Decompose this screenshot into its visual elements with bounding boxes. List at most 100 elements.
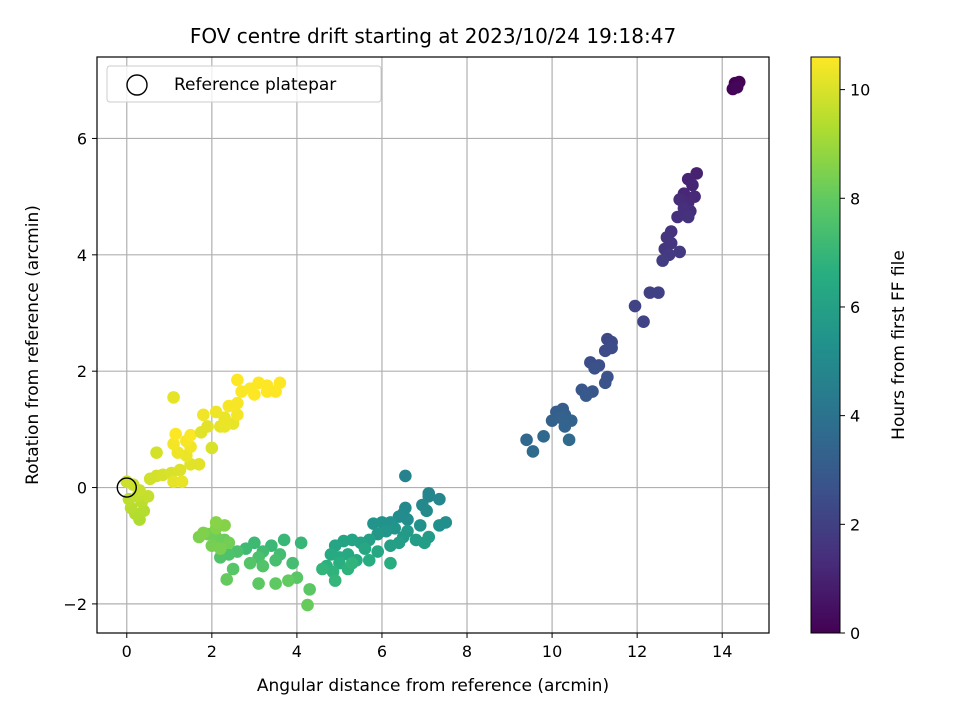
data-point bbox=[150, 446, 163, 459]
data-point bbox=[205, 441, 219, 455]
grid bbox=[97, 57, 769, 633]
data-point bbox=[286, 556, 299, 570]
data-point bbox=[273, 376, 287, 390]
data-point bbox=[520, 433, 533, 447]
data-point bbox=[184, 428, 197, 442]
data-point bbox=[358, 542, 372, 555]
data-points bbox=[120, 75, 746, 612]
data-point bbox=[328, 574, 342, 587]
data-point bbox=[673, 245, 686, 259]
data-point bbox=[562, 433, 576, 447]
x-tick-label: 12 bbox=[627, 642, 647, 661]
data-point bbox=[303, 583, 316, 596]
data-point bbox=[628, 299, 642, 313]
y-tick-label: −2 bbox=[63, 595, 87, 614]
data-point bbox=[652, 286, 665, 299]
colorbar-tick-label: 0 bbox=[850, 624, 860, 643]
data-point bbox=[433, 519, 446, 532]
data-point bbox=[256, 559, 270, 573]
data-point bbox=[384, 556, 397, 570]
data-point bbox=[231, 373, 244, 387]
data-point bbox=[167, 437, 180, 451]
x-axis-label: Angular distance from reference (arcmin) bbox=[257, 676, 609, 696]
data-point bbox=[201, 420, 214, 433]
data-point bbox=[316, 562, 329, 576]
legend: Reference platepar bbox=[106, 65, 382, 103]
data-point bbox=[418, 536, 431, 550]
data-point bbox=[558, 420, 572, 433]
data-point bbox=[231, 408, 244, 422]
y-tick-label: 4 bbox=[77, 246, 87, 265]
data-point bbox=[209, 405, 223, 419]
data-point bbox=[192, 457, 206, 471]
data-point bbox=[345, 556, 359, 570]
data-point bbox=[214, 551, 227, 564]
data-point bbox=[301, 598, 314, 612]
data-point bbox=[413, 519, 427, 532]
colorbar-tick-label: 4 bbox=[850, 407, 860, 426]
legend-entry-reference: Reference platepar bbox=[174, 75, 336, 95]
data-point bbox=[598, 376, 612, 390]
data-point bbox=[537, 430, 550, 443]
data-point bbox=[588, 361, 601, 375]
y-tick-label: 2 bbox=[77, 362, 87, 381]
data-point bbox=[598, 344, 612, 358]
x-tick-label: 10 bbox=[542, 642, 562, 661]
data-point bbox=[167, 391, 180, 404]
x-ticks: 0 2 4 6 8 10 12 14 bbox=[122, 633, 732, 661]
y-ticks: −2 0 2 4 6 bbox=[63, 129, 97, 614]
y-tick-label: 6 bbox=[77, 129, 87, 148]
plot-frame bbox=[96, 56, 770, 634]
reference-platepar-point bbox=[116, 477, 137, 498]
data-point bbox=[294, 536, 308, 550]
colorbar-gradient bbox=[810, 56, 841, 634]
x-tick-label: 0 bbox=[122, 642, 132, 661]
data-point bbox=[169, 427, 182, 441]
colorbar-tick-label: 10 bbox=[850, 81, 870, 100]
data-point bbox=[422, 489, 436, 503]
colorbar-tick-label: 8 bbox=[850, 189, 860, 208]
data-point bbox=[231, 396, 244, 410]
data-point bbox=[173, 463, 187, 477]
x-tick-label: 14 bbox=[712, 642, 732, 661]
data-point bbox=[218, 420, 231, 433]
data-point bbox=[362, 553, 376, 567]
data-point bbox=[282, 574, 295, 587]
data-point bbox=[686, 178, 699, 192]
data-point bbox=[277, 533, 291, 547]
data-point bbox=[433, 492, 446, 506]
data-point bbox=[269, 553, 282, 567]
data-point bbox=[252, 577, 265, 590]
x-tick-label: 8 bbox=[462, 642, 472, 661]
data-point bbox=[671, 210, 684, 224]
y-tick-label: 0 bbox=[77, 479, 87, 498]
colorbar-ticks: 0 2 4 6 8 10 bbox=[840, 81, 870, 643]
data-point bbox=[260, 385, 274, 398]
data-point bbox=[175, 475, 189, 489]
colorbar-label: Hours from first FF file bbox=[889, 250, 909, 440]
x-tick-label: 4 bbox=[292, 642, 302, 661]
data-point bbox=[401, 513, 414, 526]
legend-box bbox=[106, 65, 382, 103]
data-point bbox=[681, 210, 695, 224]
x-tick-label: 6 bbox=[377, 642, 387, 661]
data-point bbox=[248, 388, 261, 401]
data-point bbox=[526, 445, 540, 458]
data-point bbox=[226, 562, 240, 576]
data-point bbox=[120, 475, 134, 489]
legend-marker bbox=[126, 74, 148, 96]
colorbar-tick-label: 2 bbox=[850, 515, 860, 534]
data-point bbox=[197, 526, 210, 540]
y-axis-label: Rotation from reference (arcmin) bbox=[23, 205, 43, 485]
data-point bbox=[214, 542, 227, 555]
data-point bbox=[197, 408, 210, 422]
data-point bbox=[384, 539, 397, 553]
data-point bbox=[637, 315, 650, 329]
data-point bbox=[656, 254, 669, 267]
data-point bbox=[420, 504, 433, 518]
data-point bbox=[367, 517, 380, 530]
data-point bbox=[252, 376, 265, 390]
data-point bbox=[399, 469, 412, 483]
colorbar-tick-label: 6 bbox=[850, 298, 860, 317]
